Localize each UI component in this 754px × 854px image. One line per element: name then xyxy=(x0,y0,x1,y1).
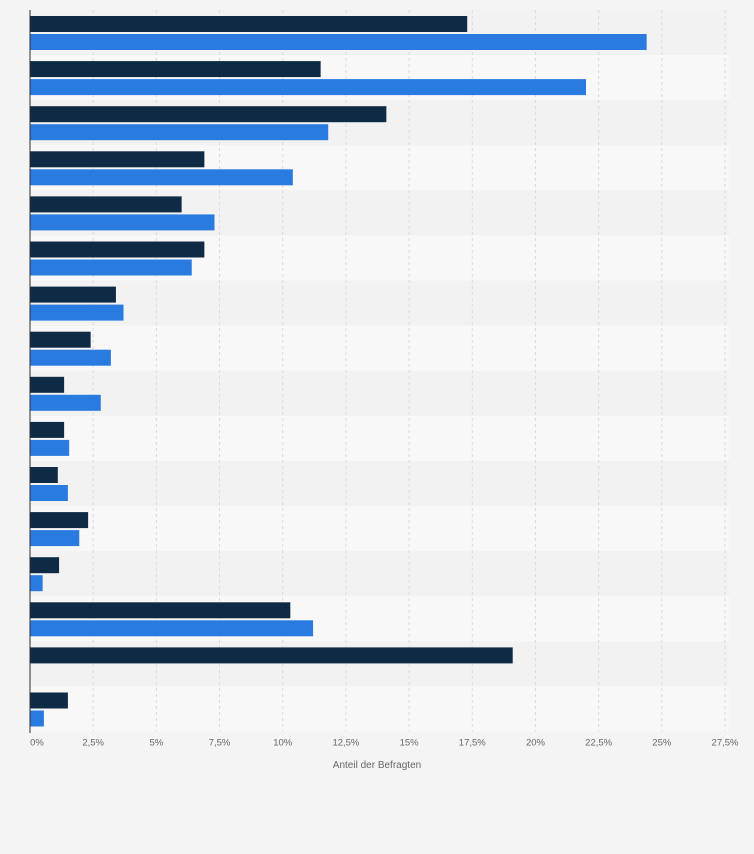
bar-series-1-row-11 xyxy=(30,467,58,483)
row-bands xyxy=(30,10,729,732)
bar-series-1-row-9 xyxy=(30,376,65,393)
x-tick-labels: 0% 2,5% 5% 7,5% 10% 12,5% 15% 17,5% 20% 22,5% 25% 2… xyxy=(30,738,739,749)
row-band xyxy=(30,280,729,326)
x-tick-label: 7,5% xyxy=(209,738,231,749)
row-band xyxy=(30,551,729,597)
bar-series-2-row-7 xyxy=(30,304,124,321)
x-tick-label: 15% xyxy=(400,738,420,749)
x-tick-label: 2,5% xyxy=(82,738,104,749)
bar-series-2-row-4 xyxy=(30,169,293,186)
bar-series-1-row-7 xyxy=(30,286,116,303)
bar-series-2-row-11 xyxy=(30,485,68,501)
bar-series-1-row-4 xyxy=(30,151,205,168)
bar-series-1-row-10 xyxy=(30,421,65,438)
bar-series-2-row-6 xyxy=(30,259,192,276)
bar-series-1-row-5 xyxy=(30,196,182,213)
x-tick-label: 17,5% xyxy=(459,738,486,749)
bars xyxy=(30,16,647,727)
bar-series-2-row-3 xyxy=(30,124,329,141)
bar-series-1-row-12 xyxy=(30,512,89,529)
bar-series-2-row-13 xyxy=(30,575,43,592)
bar-series-1-row-14 xyxy=(30,602,291,619)
bar-series-1-row-16 xyxy=(30,692,68,709)
bar-series-2-row-10 xyxy=(30,439,70,456)
row-band xyxy=(30,370,729,416)
x-tick-label: 12,5% xyxy=(332,738,359,749)
grid-lines xyxy=(92,10,726,732)
row-band xyxy=(30,686,729,732)
bar-series-1-row-8 xyxy=(30,331,91,348)
bar-series-1-row-6 xyxy=(30,241,205,258)
x-tick-label: 27,5% xyxy=(712,738,739,749)
bar-series-1-row-1 xyxy=(30,16,468,32)
x-tick-label: 10% xyxy=(273,738,293,749)
row-band xyxy=(30,506,729,552)
x-axis-label: Anteil der Befragten xyxy=(333,760,421,771)
bar-series-1-row-3 xyxy=(30,106,387,123)
bar-series-2-row-14 xyxy=(30,620,314,637)
x-tick-label: 25% xyxy=(652,738,672,749)
row-band xyxy=(30,325,729,371)
row-band xyxy=(30,461,729,507)
row-band xyxy=(30,415,729,461)
bar-series-2-row-8 xyxy=(30,349,111,366)
bar-series-2-row-12 xyxy=(30,530,80,547)
bar-series-2-row-9 xyxy=(30,394,101,411)
bar-series-1-row-13 xyxy=(30,557,60,574)
bar-series-2-row-16 xyxy=(30,710,44,727)
x-tick-label: 20% xyxy=(526,738,546,749)
bar-series-2-row-2 xyxy=(30,79,586,96)
x-tick-label: 0% xyxy=(30,738,44,749)
x-tick-label: 22,5% xyxy=(585,738,612,749)
bar-series-2-row-1 xyxy=(30,34,647,50)
bar-series-1-row-15 xyxy=(30,647,513,664)
x-tick-label: 5% xyxy=(149,738,163,749)
bar-series-1-row-2 xyxy=(30,61,321,78)
bar-series-2-row-5 xyxy=(30,214,215,231)
